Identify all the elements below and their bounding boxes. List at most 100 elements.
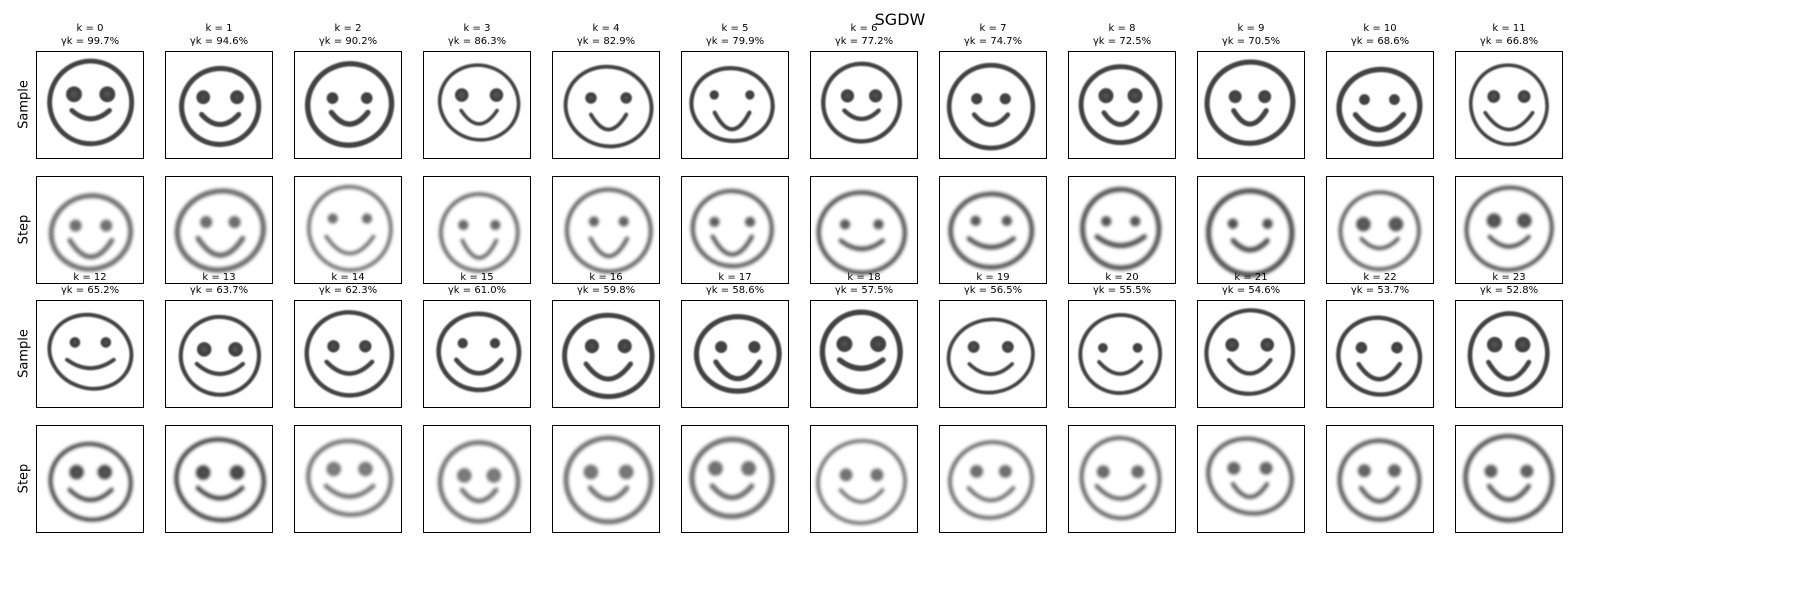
step-image-panel xyxy=(1197,176,1305,284)
k-label: k = 16 xyxy=(589,272,623,283)
gamma-label: γk = 79.9% xyxy=(705,36,765,47)
k-label: k = 9 xyxy=(1237,23,1265,34)
column-title: k = 13 γk = 63.7% xyxy=(159,271,279,297)
sample-image-panel xyxy=(165,300,273,408)
gamma-label: γk = 94.6% xyxy=(189,36,249,47)
column-title: k = 23 γk = 52.8% xyxy=(1449,271,1569,297)
column-title: k = 17 γk = 58.6% xyxy=(675,271,795,297)
column-title: k = 19 γk = 56.5% xyxy=(933,271,1053,297)
column-title: k = 0 γk = 99.7% xyxy=(30,22,150,48)
gamma-label: γk = 55.5% xyxy=(1092,285,1152,296)
column-title: k = 20 γk = 55.5% xyxy=(1062,271,1182,297)
row-label-step: Step xyxy=(16,214,32,245)
step-image-panel xyxy=(552,425,660,533)
step-image-panel xyxy=(1326,176,1434,284)
gamma-label: γk = 52.8% xyxy=(1479,285,1539,296)
column-title: k = 16 γk = 59.8% xyxy=(546,271,666,297)
gamma-label: γk = 82.9% xyxy=(576,36,636,47)
column-title: k = 9 γk = 70.5% xyxy=(1191,22,1311,48)
sample-image-panel xyxy=(423,300,531,408)
k-label: k = 10 xyxy=(1363,23,1397,34)
k-label: k = 5 xyxy=(721,23,749,34)
k-label: k = 13 xyxy=(202,272,236,283)
k-label: k = 14 xyxy=(331,272,365,283)
step-image-panel xyxy=(1068,425,1176,533)
k-label: k = 15 xyxy=(460,272,494,283)
gamma-label: γk = 86.3% xyxy=(447,36,507,47)
step-image-panel xyxy=(810,425,918,533)
k-label: k = 17 xyxy=(718,272,752,283)
step-image-panel xyxy=(681,176,789,284)
gamma-label: γk = 62.3% xyxy=(318,285,378,296)
sample-image-panel xyxy=(36,300,144,408)
gamma-label: γk = 63.7% xyxy=(189,285,249,296)
sample-image-panel xyxy=(165,51,273,159)
column-title: k = 2 γk = 90.2% xyxy=(288,22,408,48)
k-label: k = 23 xyxy=(1492,272,1526,283)
sample-image-panel xyxy=(1455,51,1563,159)
step-image-panel xyxy=(423,425,531,533)
column-title: k = 11 γk = 66.8% xyxy=(1449,22,1569,48)
sample-image-panel xyxy=(36,51,144,159)
step-image-panel xyxy=(294,176,402,284)
gamma-label: γk = 65.2% xyxy=(60,285,120,296)
sample-image-panel xyxy=(810,51,918,159)
gamma-label: γk = 90.2% xyxy=(318,36,378,47)
row-label-step: Step xyxy=(16,463,32,494)
row-label-sample: Sample xyxy=(16,329,32,378)
sample-image-panel xyxy=(294,51,402,159)
step-image-panel xyxy=(1455,425,1563,533)
sample-image-panel xyxy=(939,300,1047,408)
column-title: k = 8 γk = 72.5% xyxy=(1062,22,1182,48)
step-image-panel xyxy=(1326,425,1434,533)
sample-image-panel xyxy=(681,300,789,408)
k-label: k = 4 xyxy=(592,23,620,34)
sample-image-panel xyxy=(1326,51,1434,159)
sample-image-panel xyxy=(1455,300,1563,408)
k-label: k = 6 xyxy=(850,23,878,34)
step-image-panel xyxy=(423,176,531,284)
gamma-label: γk = 57.5% xyxy=(834,285,894,296)
step-image-panel xyxy=(1068,176,1176,284)
sample-image-panel xyxy=(1197,51,1305,159)
column-title: k = 1 γk = 94.6% xyxy=(159,22,279,48)
step-image-panel xyxy=(294,425,402,533)
column-title: k = 15 γk = 61.0% xyxy=(417,271,537,297)
column-title: k = 22 γk = 53.7% xyxy=(1320,271,1440,297)
gamma-label: γk = 77.2% xyxy=(834,36,894,47)
step-image-panel xyxy=(1455,176,1563,284)
k-label: k = 0 xyxy=(76,23,104,34)
column-title: k = 7 γk = 74.7% xyxy=(933,22,1053,48)
column-title: k = 4 γk = 82.9% xyxy=(546,22,666,48)
gamma-label: γk = 72.5% xyxy=(1092,36,1152,47)
column-title: k = 12 γk = 65.2% xyxy=(30,271,150,297)
k-label: k = 20 xyxy=(1105,272,1139,283)
step-image-panel xyxy=(810,176,918,284)
row-label-sample: Sample xyxy=(16,80,32,129)
k-label: k = 3 xyxy=(463,23,491,34)
k-label: k = 8 xyxy=(1108,23,1136,34)
sample-image-panel xyxy=(1068,300,1176,408)
gamma-label: γk = 70.5% xyxy=(1221,36,1281,47)
column-title: k = 14 γk = 62.3% xyxy=(288,271,408,297)
k-label: k = 11 xyxy=(1492,23,1526,34)
step-image-panel xyxy=(36,425,144,533)
k-label: k = 2 xyxy=(334,23,362,34)
step-image-panel xyxy=(165,176,273,284)
step-image-panel xyxy=(1197,425,1305,533)
gamma-label: γk = 74.7% xyxy=(963,36,1023,47)
k-label: k = 1 xyxy=(205,23,233,34)
step-image-panel xyxy=(939,176,1047,284)
column-title: k = 21 γk = 54.6% xyxy=(1191,271,1311,297)
sample-image-panel xyxy=(681,51,789,159)
step-image-panel xyxy=(165,425,273,533)
sample-image-panel xyxy=(1326,300,1434,408)
sample-image-panel xyxy=(939,51,1047,159)
sample-image-panel xyxy=(552,51,660,159)
figure-title: SGDW xyxy=(874,10,926,29)
column-title: k = 3 γk = 86.3% xyxy=(417,22,537,48)
step-image-panel xyxy=(681,425,789,533)
k-label: k = 21 xyxy=(1234,272,1268,283)
sample-image-panel xyxy=(810,300,918,408)
